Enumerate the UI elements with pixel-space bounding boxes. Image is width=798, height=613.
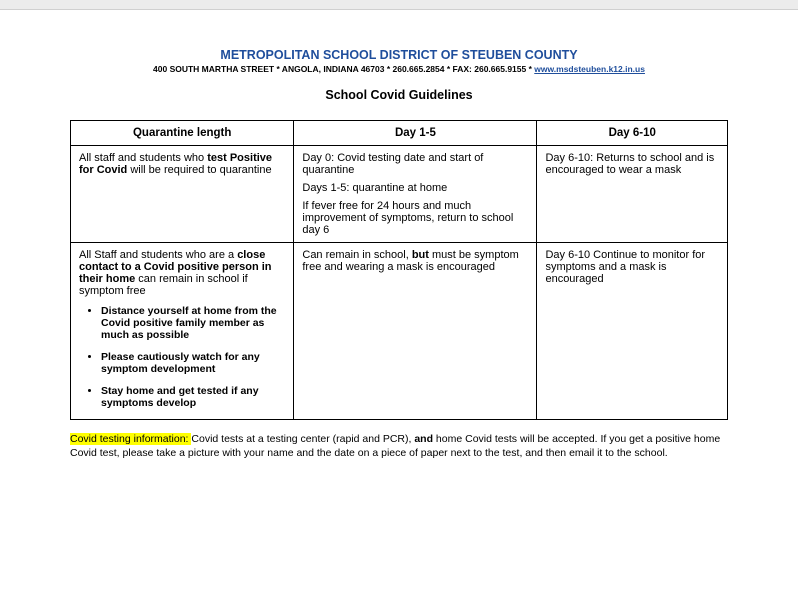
guidelines-table: Quarantine length Day 1-5 Day 6-10 All s… (70, 120, 728, 420)
cell-close-contact-quarantine: All Staff and students who are a close c… (71, 243, 294, 420)
bullet-item: Stay home and get tested if any symptoms… (101, 385, 285, 409)
cell-positive-day6-10: Day 6-10: Returns to school and is encou… (537, 146, 728, 243)
window-top-bar (0, 0, 798, 10)
text-fragment: All Staff and students who are a (79, 249, 237, 261)
document-header: METROPOLITAN SCHOOL DISTRICT OF STEUBEN … (70, 48, 728, 102)
text-line: Days 1-5: quarantine at home (302, 182, 528, 194)
table-header-row: Quarantine length Day 1-5 Day 6-10 (71, 121, 728, 146)
cell-close-contact-day6-10: Day 6-10 Continue to monitor for symptom… (537, 243, 728, 420)
cell-positive-day1-5: Day 0: Covid testing date and start of q… (294, 146, 537, 243)
address-text: 400 SOUTH MARTHA STREET * ANGOLA, INDIAN… (153, 64, 534, 74)
cell-positive-quarantine: All staff and students who test Positive… (71, 146, 294, 243)
header-day-6-10: Day 6-10 (537, 121, 728, 146)
text-line: Day 0: Covid testing date and start of q… (302, 152, 528, 176)
text-bold-fragment: but (412, 249, 429, 261)
text-fragment: All staff and students who (79, 152, 207, 164)
cell-close-contact-day1-5: Can remain in school, but must be sympto… (294, 243, 537, 420)
document-page: METROPOLITAN SCHOOL DISTRICT OF STEUBEN … (0, 10, 798, 480)
header-quarantine-length: Quarantine length (71, 121, 294, 146)
footnote-highlight: Covid testing information: (70, 433, 191, 445)
header-day-1-5: Day 1-5 (294, 121, 537, 146)
text-fragment: Can remain in school, (302, 249, 411, 261)
text-fragment: will be required to quarantine (127, 164, 271, 176)
table-row-close-contact: All Staff and students who are a close c… (71, 243, 728, 420)
text-line: If fever free for 24 hours and much impr… (302, 200, 528, 236)
bullet-list: Distance yourself at home from the Covid… (79, 305, 285, 409)
district-name: METROPOLITAN SCHOOL DISTRICT OF STEUBEN … (70, 48, 728, 62)
district-website-link[interactable]: www.msdsteuben.k12.in.us (534, 64, 645, 74)
bullet-item: Please cautiously watch for any symptom … (101, 351, 285, 375)
text-fragment: Covid tests at a testing center (rapid a… (191, 433, 414, 445)
text-bold-fragment: and (414, 433, 433, 445)
table-row-positive: All staff and students who test Positive… (71, 146, 728, 243)
bullet-item: Distance yourself at home from the Covid… (101, 305, 285, 341)
page-title: School Covid Guidelines (70, 88, 728, 102)
district-address: 400 SOUTH MARTHA STREET * ANGOLA, INDIAN… (70, 64, 728, 74)
footnote: Covid testing information: Covid tests a… (70, 432, 728, 460)
